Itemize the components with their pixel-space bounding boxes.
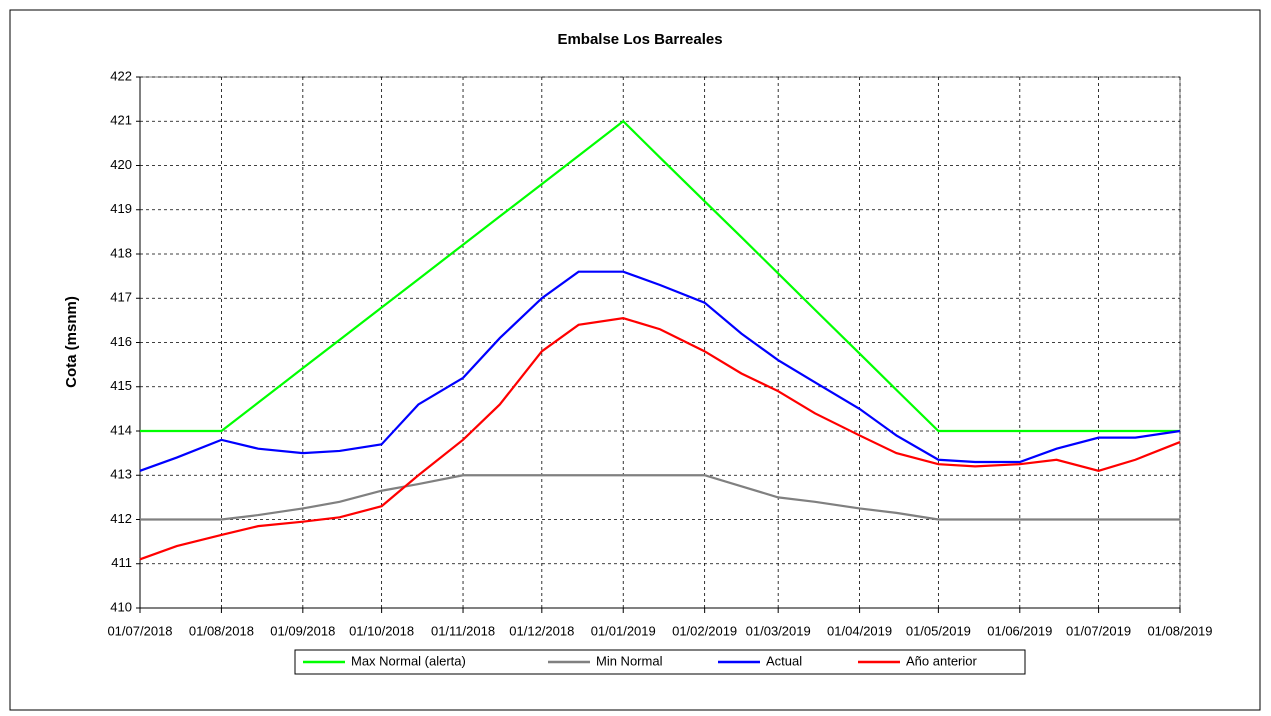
- y-tick-label: 420: [110, 157, 132, 172]
- x-tick-label: 01/08/2018: [189, 623, 254, 638]
- x-tick-label: 01/01/2019: [591, 623, 656, 638]
- x-tick-label: 01/07/2018: [107, 623, 172, 638]
- y-axis-label: Cota (msnm): [63, 296, 80, 388]
- x-tick-label: 01/02/2019: [672, 623, 737, 638]
- x-tick-label: 01/03/2019: [746, 623, 811, 638]
- y-tick-label: 419: [110, 201, 132, 216]
- x-tick-label: 01/06/2019: [987, 623, 1052, 638]
- y-tick-label: 414: [110, 422, 132, 437]
- series-line: [139, 317, 1181, 561]
- x-tick-label: 01/10/2018: [349, 623, 414, 638]
- x-tick-label: 01/12/2018: [509, 623, 574, 638]
- x-tick-label: 01/11/2018: [431, 623, 495, 638]
- series-line: [140, 474, 1180, 521]
- y-tick-label: 418: [110, 245, 132, 260]
- y-tick-label: 415: [110, 378, 132, 393]
- y-tick-label: 421: [110, 113, 132, 128]
- legend-label: Actual: [766, 653, 802, 668]
- legend-box: [294, 649, 1026, 675]
- y-tick-label: 416: [110, 334, 132, 349]
- legend-label: Min Normal: [596, 653, 663, 668]
- y-tick-label: 410: [110, 599, 132, 614]
- y-tick-label: 417: [110, 290, 132, 305]
- chart-title: Embalse Los Barreales: [557, 31, 722, 48]
- x-tick-label: 01/05/2019: [906, 623, 971, 638]
- series-line: [139, 270, 1181, 472]
- x-tick-label: 01/07/2019: [1066, 623, 1131, 638]
- y-tick-label: 412: [110, 511, 132, 526]
- legend-label: Año anterior: [906, 653, 977, 668]
- legend-label: Max Normal (alerta): [351, 653, 466, 668]
- series-line: [140, 119, 1180, 433]
- y-tick-label: 411: [111, 555, 132, 570]
- x-tick-label: 01/08/2019: [1147, 623, 1212, 638]
- x-tick-label: 01/09/2018: [270, 623, 335, 638]
- y-tick-label: 422: [110, 68, 132, 83]
- x-tick-label: 01/04/2019: [827, 623, 892, 638]
- y-tick-label: 413: [110, 467, 132, 482]
